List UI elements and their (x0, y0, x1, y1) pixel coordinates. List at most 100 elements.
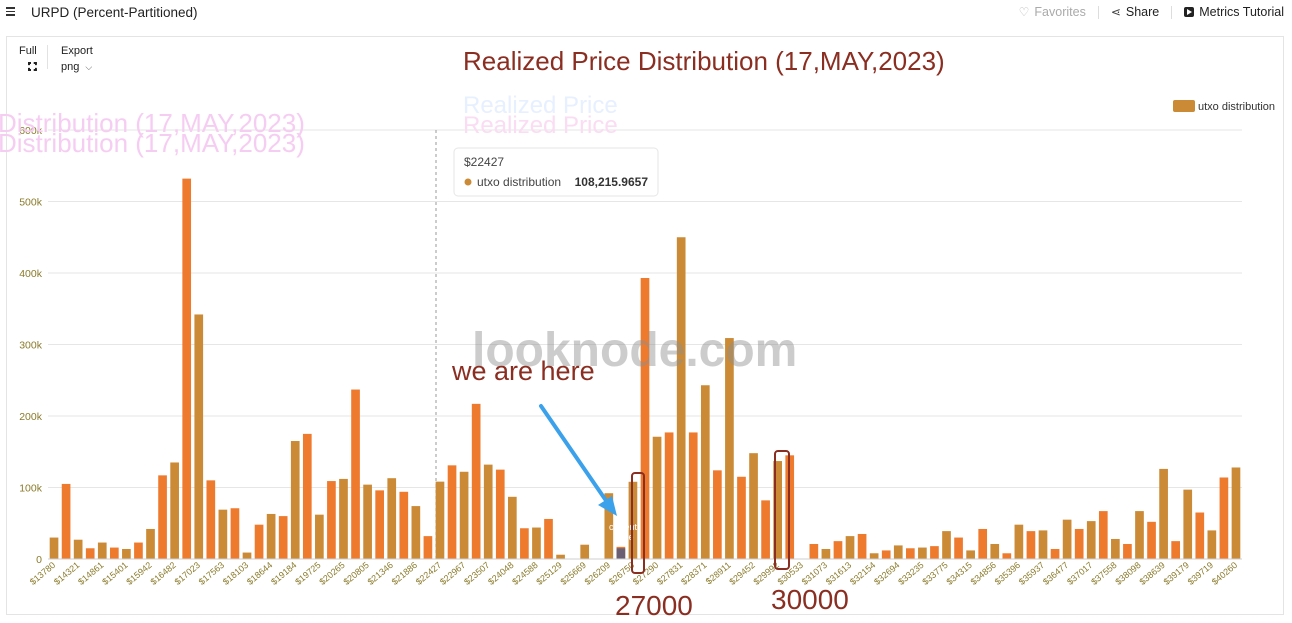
bar[interactable] (978, 528, 988, 559)
bar[interactable] (351, 389, 360, 559)
bar[interactable] (206, 480, 216, 559)
bar[interactable] (387, 478, 397, 559)
bar[interactable] (905, 548, 915, 559)
bar[interactable] (182, 178, 192, 559)
bar[interactable] (1159, 468, 1168, 559)
bar[interactable] (1038, 530, 1048, 559)
bar[interactable] (954, 537, 963, 559)
favorites-button[interactable]: ♡ Favorites (1019, 5, 1086, 19)
bar[interactable] (580, 544, 590, 559)
bar[interactable] (845, 536, 855, 559)
bar[interactable] (773, 461, 782, 559)
bar[interactable] (122, 548, 131, 559)
bar[interactable] (1074, 528, 1084, 559)
bar[interactable] (85, 548, 95, 559)
bar[interactable] (1062, 519, 1072, 559)
bar[interactable] (1050, 548, 1060, 559)
bar[interactable] (315, 514, 324, 559)
bar[interactable] (857, 533, 867, 559)
bar[interactable] (218, 509, 228, 559)
bar[interactable] (1147, 521, 1156, 559)
bar[interactable] (471, 403, 481, 559)
bar[interactable] (290, 441, 300, 559)
bar[interactable] (544, 518, 553, 559)
bar[interactable] (966, 550, 975, 559)
legend[interactable]: utxo distribution (1173, 100, 1275, 113)
bar[interactable] (97, 542, 107, 559)
bar[interactable] (1171, 541, 1180, 560)
bar[interactable] (1183, 489, 1193, 559)
bar[interactable] (990, 543, 1000, 559)
bar[interactable] (749, 453, 758, 559)
bar[interactable] (664, 432, 674, 559)
bar[interactable] (1135, 511, 1144, 559)
bar[interactable] (423, 536, 433, 559)
bar[interactable] (833, 541, 843, 560)
bar[interactable] (700, 385, 710, 559)
bar[interactable] (230, 508, 240, 559)
bar[interactable] (918, 547, 927, 559)
bar[interactable] (869, 553, 879, 559)
bar[interactable] (532, 527, 541, 559)
bar[interactable] (254, 524, 264, 559)
menu-icon[interactable] (6, 7, 15, 16)
bar[interactable] (507, 496, 517, 559)
bar[interactable] (1014, 524, 1024, 559)
export-format-select[interactable]: png ⌵ (61, 61, 93, 73)
bar[interactable] (278, 516, 288, 559)
bar[interactable] (266, 513, 276, 559)
metrics-tutorial-button[interactable]: Metrics Tutorial (1184, 5, 1284, 19)
bar[interactable] (194, 314, 204, 559)
bar[interactable] (459, 471, 469, 559)
bar[interactable] (158, 475, 167, 559)
bar[interactable] (652, 436, 662, 559)
bar[interactable] (821, 548, 831, 559)
bar[interactable] (399, 491, 409, 559)
bar[interactable] (1026, 531, 1036, 559)
bar[interactable] (604, 493, 614, 559)
bar[interactable] (495, 469, 505, 560)
bar[interactable] (809, 543, 819, 559)
bar[interactable] (435, 481, 445, 559)
bar[interactable] (73, 539, 83, 559)
bar[interactable] (942, 531, 951, 559)
bar[interactable] (930, 546, 939, 559)
bar[interactable] (339, 478, 348, 559)
bar[interactable] (725, 338, 734, 559)
bar[interactable] (713, 470, 722, 559)
fullscreen-button[interactable]: Full (19, 45, 37, 71)
bar[interactable] (761, 500, 770, 559)
bar[interactable] (363, 484, 372, 559)
bar[interactable] (109, 547, 119, 559)
current-price-bar[interactable] (616, 548, 626, 559)
bar[interactable] (1195, 512, 1205, 559)
bar[interactable] (1086, 521, 1096, 559)
bar[interactable] (881, 550, 891, 559)
bar[interactable] (556, 554, 565, 559)
bar[interactable] (49, 537, 59, 559)
bar[interactable] (483, 464, 493, 559)
bar[interactable] (327, 481, 336, 559)
bar[interactable] (640, 278, 650, 559)
bar[interactable] (411, 506, 421, 559)
bar[interactable] (447, 465, 457, 559)
bar[interactable] (375, 490, 384, 559)
bar[interactable] (61, 483, 71, 559)
bar[interactable] (1123, 543, 1132, 559)
share-button[interactable]: ⋖ Share (1111, 5, 1159, 19)
bar[interactable] (1231, 467, 1241, 559)
bar[interactable] (893, 545, 903, 559)
bar[interactable] (1219, 477, 1229, 559)
bar[interactable] (242, 552, 252, 559)
bar[interactable] (1002, 553, 1012, 559)
bar[interactable] (302, 433, 312, 560)
bar[interactable] (1111, 538, 1120, 559)
bar[interactable] (146, 528, 155, 559)
bar[interactable] (1207, 530, 1217, 559)
bar[interactable] (1098, 511, 1108, 559)
bar[interactable] (134, 542, 143, 559)
bar[interactable] (688, 432, 698, 559)
bar[interactable] (737, 476, 746, 559)
bar[interactable] (676, 237, 686, 559)
bar[interactable] (170, 462, 179, 559)
